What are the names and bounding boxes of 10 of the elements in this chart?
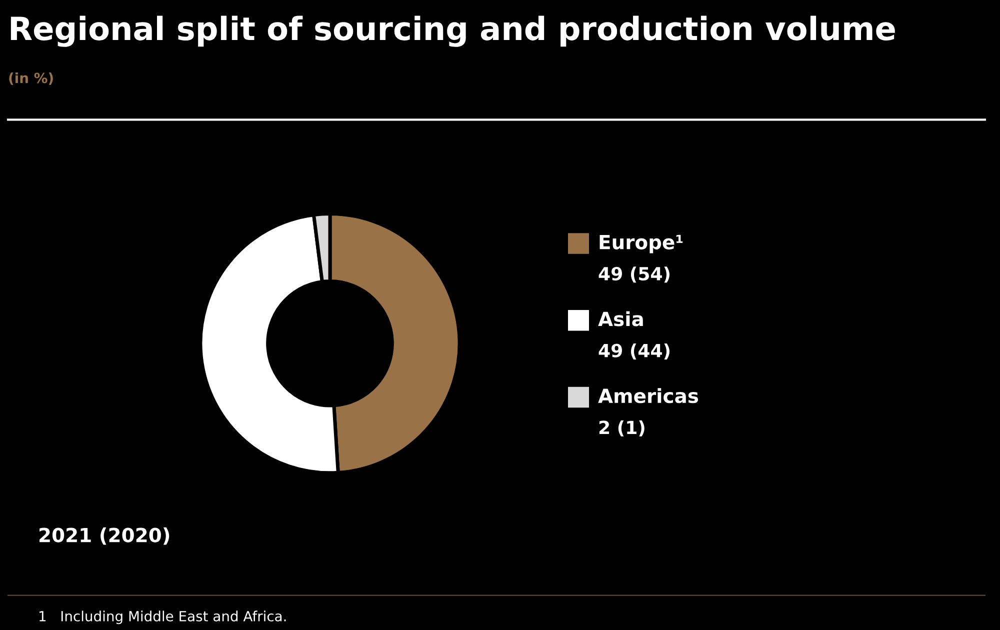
- text: 1 Including Middle East and Africa.: [40, 610, 286, 624]
- legend-label: Asia: [598, 311, 643, 326]
- data-label: 49 (44): [598, 343, 670, 360]
- legend-label: Americas: [598, 388, 698, 404]
- text: 2021 (2020): [40, 527, 170, 545]
- data-label: 49 (54): [598, 266, 670, 283]
- text: (in %): [9, 72, 53, 85]
- legend-label: Europe¹: [600, 234, 683, 254]
- data-label: 2 (1): [599, 420, 644, 436]
- chart-title: Regional split of sourcing and production volume: [10, 16, 895, 47]
